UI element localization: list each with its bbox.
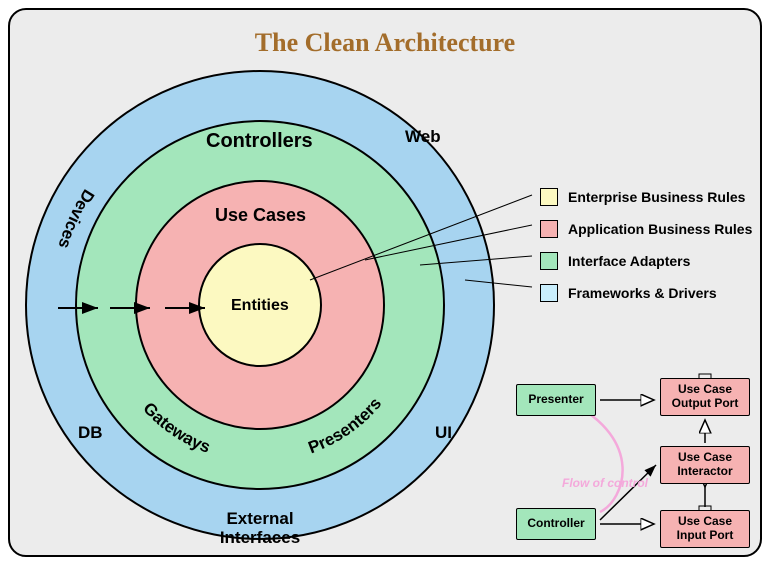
flow-box-interactor: Use CaseInteractor: [660, 446, 750, 484]
legend-swatch: [540, 188, 558, 206]
ring-label-use-cases: Use Cases: [215, 205, 306, 226]
legend: Enterprise Business Rules Application Bus…: [540, 188, 752, 316]
flow-box-output-port: Use CaseOutput Port: [660, 378, 750, 416]
flow-box-input-port: Use CaseInput Port: [660, 510, 750, 548]
flow-box-presenter: Presenter: [516, 384, 596, 416]
legend-item: Interface Adapters: [540, 252, 752, 270]
legend-label: Enterprise Business Rules: [568, 189, 745, 205]
legend-swatch: [540, 220, 558, 238]
ring-label-adapters: Controllers: [206, 130, 313, 153]
legend-item: Enterprise Business Rules: [540, 188, 752, 206]
diagram-title: The Clean Architecture: [10, 28, 760, 58]
diagram-frame: The Clean Architecture DevicesGatewaysPr…: [8, 8, 762, 557]
ring-label-entities: Entities: [231, 297, 289, 315]
outer-label: UI: [435, 423, 452, 443]
legend-label: Frameworks & Drivers: [568, 285, 717, 301]
legend-swatch: [540, 284, 558, 302]
flow-of-control-label: Flow of control: [562, 476, 648, 490]
outer-label: DB: [78, 423, 103, 443]
flow-box-controller: Controller: [516, 508, 596, 540]
outer-label: Web: [405, 127, 441, 147]
legend-item: Application Business Rules: [540, 220, 752, 238]
legend-label: Application Business Rules: [568, 221, 752, 237]
legend-label: Interface Adapters: [568, 253, 690, 269]
legend-swatch: [540, 252, 558, 270]
legend-item: Frameworks & Drivers: [540, 284, 752, 302]
outer-label: External Interfaces: [215, 510, 305, 547]
